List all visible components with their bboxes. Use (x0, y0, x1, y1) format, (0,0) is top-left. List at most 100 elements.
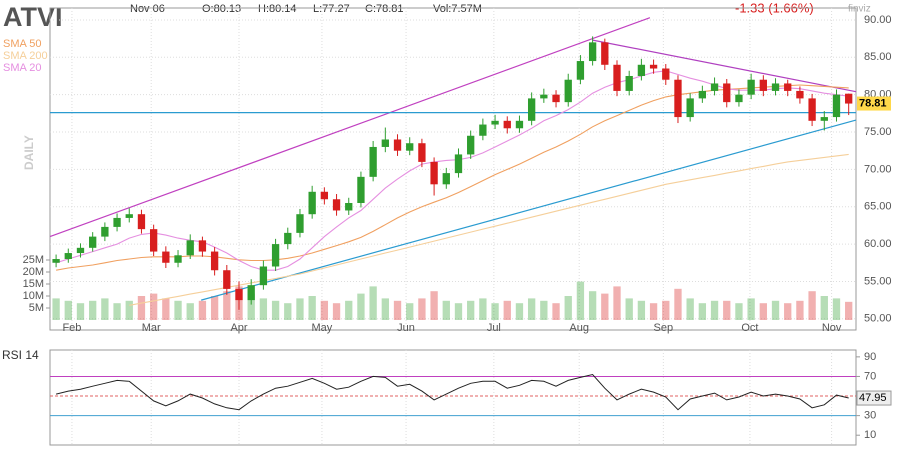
volume-bar (149, 293, 158, 320)
y-tick-label: 50.00 (864, 313, 892, 325)
y-tick-label: 90 (864, 351, 876, 363)
volume-bar (686, 298, 694, 320)
candle-body (149, 229, 158, 252)
volume-bar (247, 293, 255, 320)
stat: Vol:7.57M (433, 3, 482, 15)
candle-body (113, 217, 121, 227)
candle-body (845, 93, 853, 104)
candle-body (564, 79, 572, 103)
candle-body (649, 64, 658, 69)
candle-body (64, 253, 72, 260)
last-rsi-box (856, 390, 892, 406)
candle-body (552, 94, 560, 103)
y-tick-label: 70.00 (864, 163, 892, 175)
volume-bar (747, 298, 755, 320)
trendline (592, 39, 857, 93)
volume-bar (430, 291, 438, 320)
last-rsi-label: 47.95 (859, 392, 887, 404)
candle-body (723, 83, 731, 103)
candle-body (125, 214, 133, 218)
volume-bar (832, 298, 841, 320)
candle-body (332, 199, 341, 211)
candle-body (89, 236, 97, 248)
last-price-label: 78.81 (859, 97, 887, 109)
candle-body (271, 244, 280, 267)
candle-body (442, 173, 450, 185)
candle-body (503, 120, 511, 129)
candle-body (174, 255, 182, 263)
volume-tick-label: 25M (23, 254, 44, 266)
volume-bar (784, 303, 792, 320)
volume-bar (223, 291, 231, 320)
volume-bar (259, 298, 268, 320)
volume-bar (698, 303, 707, 320)
volume-bar (808, 291, 816, 320)
volume-bar (406, 303, 414, 320)
candle-body (710, 83, 719, 91)
candle-body (796, 90, 804, 99)
date: Nov 06 (130, 3, 165, 15)
volume-bar (345, 300, 353, 320)
volume-bar (625, 298, 633, 320)
y-tick-label: 70 (864, 370, 876, 382)
legend-label: SMA 50 (3, 38, 42, 50)
volume-bar (771, 300, 780, 320)
stat: O:80.13 (202, 3, 241, 15)
candle-body (771, 83, 780, 91)
x-tick-label: Nov (822, 322, 842, 334)
candle-body (674, 79, 682, 118)
candle-body (820, 117, 828, 121)
volume-bar (637, 300, 646, 320)
volume-bar (674, 288, 682, 320)
candle-body (430, 161, 438, 185)
volume-tick-label: 15M (23, 278, 44, 290)
y-tick-label: 60.00 (864, 238, 892, 250)
candle-body (576, 61, 585, 80)
candle-body (625, 75, 633, 91)
y-tick-label: 10 (864, 429, 876, 441)
volume-bar (162, 298, 170, 320)
candle-body (137, 214, 146, 230)
volume-bar (662, 300, 670, 320)
trendline (49, 17, 651, 238)
volume-bar (308, 296, 316, 320)
volume-bar (613, 286, 621, 320)
volume-bar (332, 303, 341, 320)
candle-body (357, 176, 365, 203)
x-tick-label: Mar (142, 322, 161, 334)
volume-bar (89, 300, 97, 320)
volume-bar (393, 300, 402, 320)
legend-label: SMA 200 (3, 50, 48, 62)
volume-bar (137, 296, 146, 320)
volume-bar (820, 296, 828, 320)
candle-body (259, 266, 268, 286)
volume-bar (320, 300, 329, 320)
volume-bar (418, 298, 426, 320)
y-tick-label: 75.00 (864, 126, 892, 138)
candle-body (76, 247, 85, 254)
candle-body (735, 94, 743, 103)
volume-bar (284, 303, 292, 320)
volume-bar (710, 300, 719, 320)
volume-bar (503, 300, 511, 320)
x-tick-label: Apr (230, 322, 247, 334)
candle-body (540, 94, 548, 99)
volume-bar (369, 286, 377, 320)
candle-body (527, 98, 536, 121)
volume-bar (174, 300, 182, 320)
candle-body (235, 288, 243, 301)
candle-body (198, 240, 207, 252)
candle-body (296, 214, 304, 233)
sma-line (129, 153, 849, 306)
candle-body (308, 191, 316, 215)
volume-bar (381, 298, 389, 320)
rsi-line (55, 373, 849, 411)
volume-tick-label: 5M (29, 302, 44, 314)
plot-frame (49, 349, 857, 446)
volume-bar (796, 300, 804, 320)
x-tick-label: Feb (62, 322, 81, 334)
candle-body (345, 202, 353, 211)
volume-bar (357, 293, 365, 320)
